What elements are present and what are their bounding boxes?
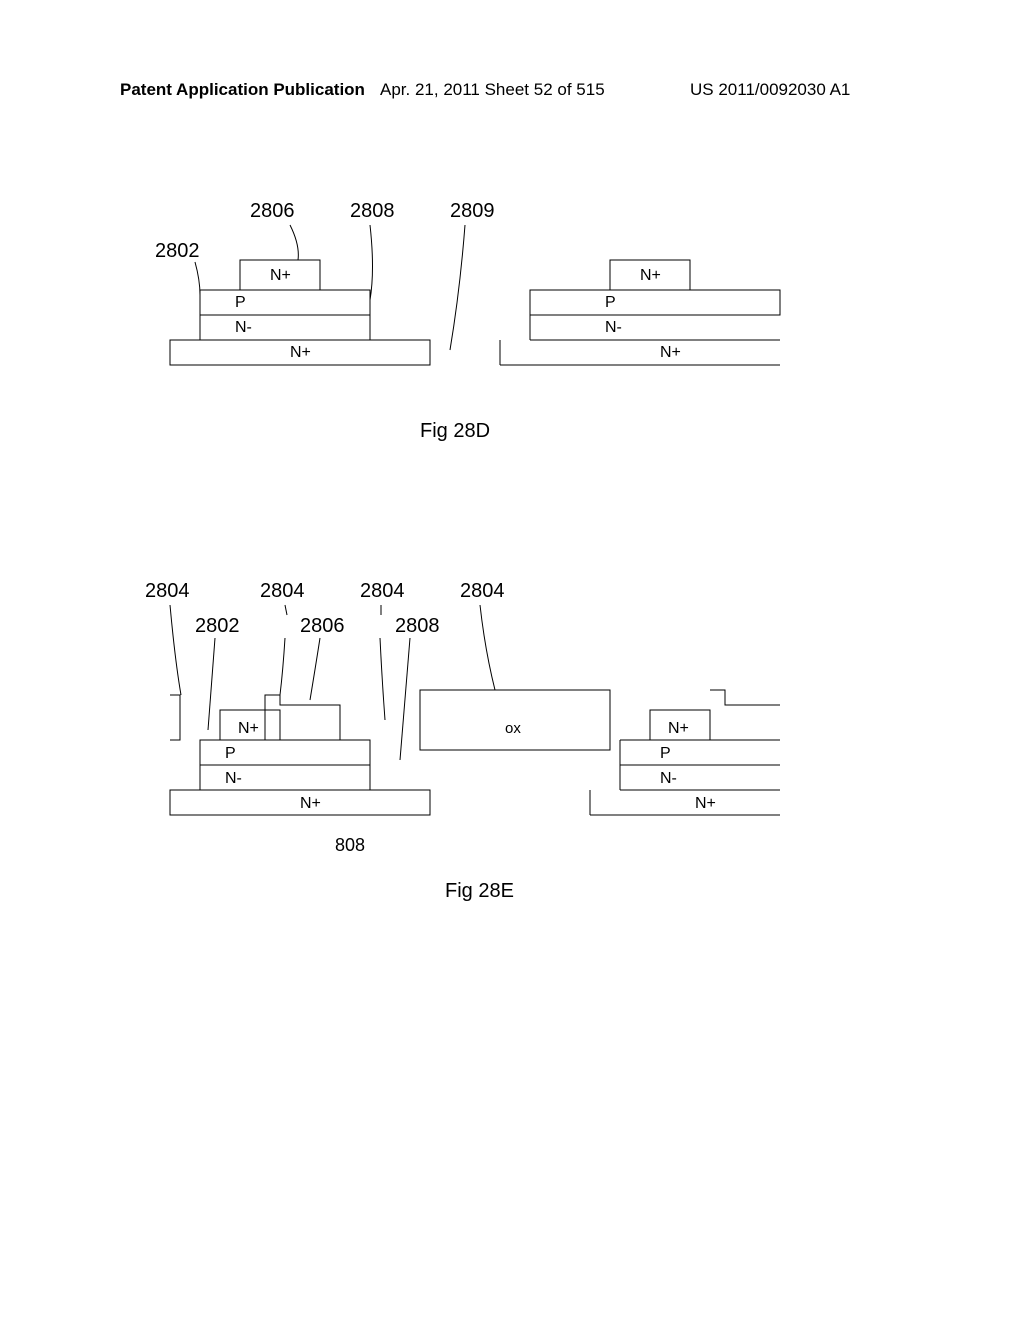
header-patent-number: US 2011/0092030 A1 xyxy=(690,80,850,100)
right-stack-28e xyxy=(590,680,890,840)
layer-nplus-top-left-d: N+ xyxy=(270,267,291,285)
layer-nplus-bot-left-d: N+ xyxy=(290,344,311,362)
layer-nplus-top-right-d: N+ xyxy=(640,267,661,285)
layer-ox-e: ox xyxy=(505,720,521,737)
layer-nplus-top-right-e: N+ xyxy=(668,720,689,738)
layer-nplus-top-left-e: N+ xyxy=(238,720,259,738)
layer-nplus-bot-right-d: N+ xyxy=(660,344,681,362)
layer-nminus-right-d: N- xyxy=(605,319,622,337)
layer-p-right-d: P xyxy=(605,294,616,312)
left-stack-28d xyxy=(170,255,470,375)
layer-p-right-e: P xyxy=(660,745,671,763)
header-date-sheet: Apr. 21, 2011 Sheet 52 of 515 xyxy=(380,80,605,100)
layer-p-left-d: P xyxy=(235,294,246,312)
layer-nplus-bot-right-e: N+ xyxy=(695,795,716,813)
layer-nplus-bot-left-e: N+ xyxy=(300,795,321,813)
layer-nminus-left-d: N- xyxy=(235,319,252,337)
layer-nminus-right-e: N- xyxy=(660,770,677,788)
caption-28d: Fig 28D xyxy=(420,420,490,443)
caption-28e: Fig 28E xyxy=(445,880,514,903)
layer-p-left-e: P xyxy=(225,745,236,763)
header-publication: Patent Application Publication xyxy=(120,80,365,100)
layer-nminus-left-e: N- xyxy=(225,770,242,788)
ref-808: 808 xyxy=(335,835,365,856)
